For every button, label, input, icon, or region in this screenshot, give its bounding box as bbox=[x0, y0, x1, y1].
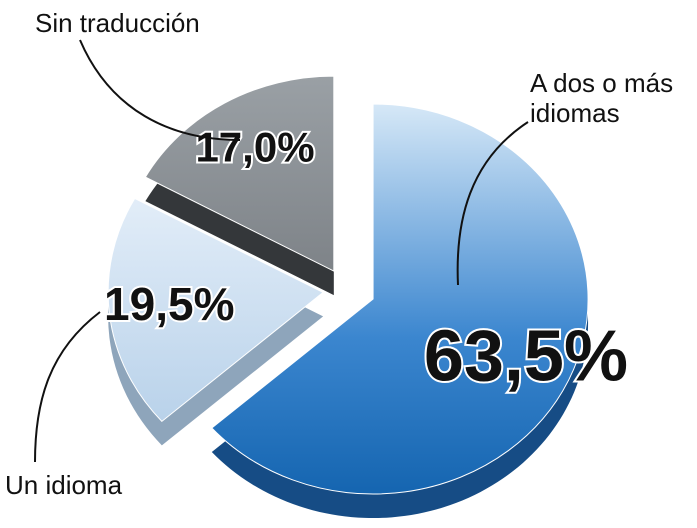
value-label: 19,5% bbox=[104, 278, 234, 330]
category-label: Un idioma bbox=[5, 470, 123, 500]
slice bbox=[144, 75, 335, 272]
leader-line bbox=[79, 39, 241, 141]
slice bbox=[107, 197, 325, 423]
value-label: 17,0% bbox=[195, 123, 314, 170]
category-label: A dos o más idiomas bbox=[530, 68, 674, 128]
slices: 63,5% 19,5% 17,0% bbox=[102, 75, 630, 519]
slice bbox=[211, 103, 589, 495]
category-label: Sin traducción bbox=[35, 8, 200, 38]
leader-line bbox=[456, 121, 529, 286]
leader-line bbox=[34, 311, 101, 463]
value-label: 63,5% bbox=[424, 317, 628, 397]
